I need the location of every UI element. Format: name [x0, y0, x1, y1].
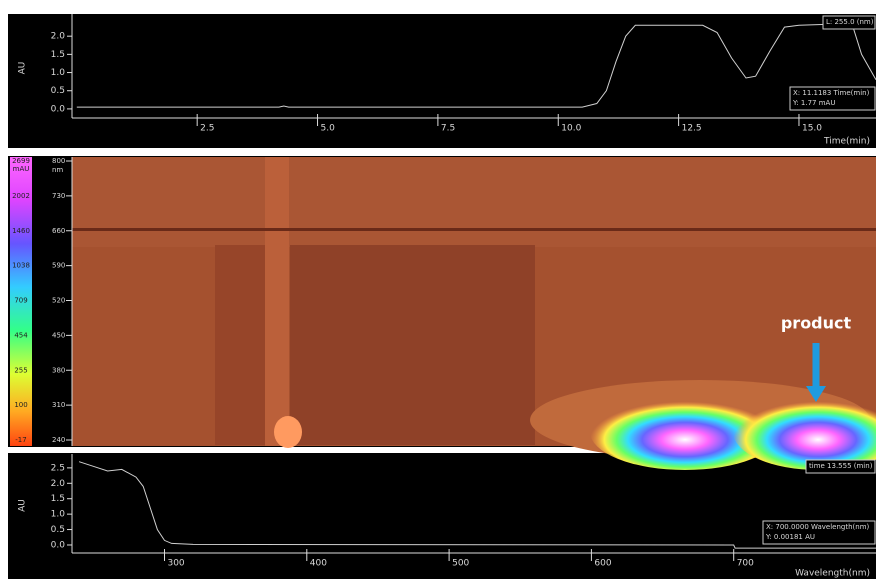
y-tick-label: 520	[52, 297, 65, 305]
arrow-head	[806, 386, 826, 402]
y-tick-label: 310	[52, 401, 65, 409]
y-tick-label: 0.5	[51, 525, 65, 535]
y-tick-label: 660	[52, 227, 65, 235]
readout-text: X: 11.1183 Time(min)	[793, 89, 870, 97]
colorbar-label: 2699	[12, 157, 30, 165]
colorbar-label: 1038	[12, 262, 30, 270]
x-tick-label: 5.0	[321, 124, 336, 134]
colorbar	[10, 157, 32, 446]
colorbar-label: 100	[14, 401, 27, 409]
contour-map: product	[10, 157, 876, 470]
readout-box	[822, 15, 876, 30]
contour-blob	[274, 416, 302, 448]
y-tick-label: 1.5	[51, 494, 65, 504]
contour-band	[72, 157, 876, 247]
contour-blob	[733, 394, 876, 470]
y-tick-label: 2.0	[51, 32, 66, 42]
contour-region	[215, 245, 270, 445]
readout-text: Y: 0.00181 AU	[765, 533, 815, 541]
y-tick-label: 2.0	[51, 479, 66, 489]
x-tick-label: 10.0	[561, 124, 581, 134]
readout-box	[762, 520, 876, 545]
y-tick-label: 0.0	[51, 104, 66, 114]
colorbar-label: 255	[14, 366, 27, 374]
x-tick-label: 2.5	[200, 124, 214, 134]
x-tick-label: 7.5	[441, 124, 455, 134]
wavelength-unit: nm	[52, 166, 63, 174]
y-axis-label: AU	[18, 62, 28, 75]
contour-streak	[265, 157, 289, 446]
y-tick-label: 1.0	[51, 68, 66, 78]
x-axis-label: Wavelength(nm)	[795, 569, 870, 579]
colorbar-label: 454	[14, 331, 28, 339]
y-tick-label: 590	[52, 262, 65, 270]
x-tick-label: 300	[167, 559, 184, 569]
y-tick-label: 1.0	[51, 510, 66, 520]
colorbar-label: 709	[14, 297, 27, 305]
readout-text: X: 700.0000 Wavelength(nm)	[766, 523, 870, 531]
readout-text: time 13.555 (min)	[809, 462, 873, 470]
contour-region	[290, 245, 535, 445]
readout-box	[789, 86, 876, 111]
x-tick-label: 500	[452, 559, 469, 569]
readout-text: L: 255.0 (nm)	[826, 18, 874, 26]
contour-line	[72, 228, 876, 231]
y-tick-label: 730	[52, 192, 65, 200]
x-tick-label: 12.5	[682, 124, 702, 134]
y-tick-label: 240	[52, 436, 65, 444]
contour-blob	[590, 394, 780, 470]
colorbar-label: 2002	[12, 192, 30, 200]
x-tick-label: 700	[737, 559, 754, 569]
x-tick-label: 15.0	[802, 124, 822, 134]
y-tick-label: 0.5	[51, 86, 65, 96]
readout-text: Y: 1.77 mAU	[792, 99, 835, 107]
y-axis-label: AU	[18, 499, 28, 512]
colorbar-label: -17	[15, 436, 26, 444]
x-tick-label: 600	[594, 559, 611, 569]
colorbar-label: 1460	[12, 227, 30, 235]
x-tick-label: 400	[310, 559, 327, 569]
colorbar-unit: mAU	[13, 165, 30, 173]
y-tick-label: 380	[52, 366, 65, 374]
data-line	[78, 461, 876, 549]
annotation: product	[781, 314, 852, 333]
readout-box	[805, 459, 876, 474]
x-axis-label: Time(min)	[823, 137, 870, 147]
chromatogram-panel	[8, 14, 876, 148]
y-tick-label: 1.5	[51, 50, 65, 60]
y-tick-label: 800	[52, 157, 65, 165]
y-tick-label: 450	[52, 331, 65, 339]
data-line	[76, 22, 876, 108]
y-tick-label: 2.5	[51, 463, 65, 473]
y-tick-label: 0.0	[51, 540, 66, 550]
